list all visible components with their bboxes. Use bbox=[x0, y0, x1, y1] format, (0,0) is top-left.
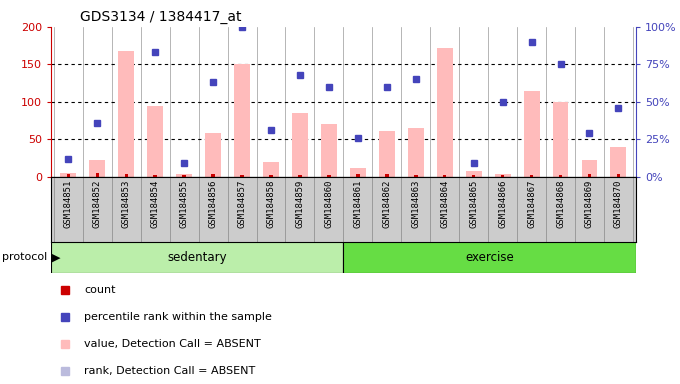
Bar bbox=[327, 175, 330, 177]
Text: protocol: protocol bbox=[2, 252, 48, 262]
Text: GSM184859: GSM184859 bbox=[296, 180, 305, 228]
Bar bbox=[350, 169, 366, 177]
Bar bbox=[96, 173, 99, 177]
Text: GSM184854: GSM184854 bbox=[151, 180, 160, 228]
Bar bbox=[269, 175, 273, 177]
Bar bbox=[581, 160, 598, 177]
Bar bbox=[292, 113, 308, 177]
Text: ▶: ▶ bbox=[52, 252, 61, 262]
Bar bbox=[299, 175, 302, 177]
Text: GSM184863: GSM184863 bbox=[411, 180, 420, 228]
Bar bbox=[67, 174, 70, 177]
Text: GSM184860: GSM184860 bbox=[324, 180, 333, 228]
Bar bbox=[530, 175, 533, 177]
Bar bbox=[611, 147, 626, 177]
Text: GSM184866: GSM184866 bbox=[498, 180, 507, 228]
Text: GSM184852: GSM184852 bbox=[93, 180, 102, 228]
Bar bbox=[240, 175, 244, 177]
Bar bbox=[263, 162, 279, 177]
Text: count: count bbox=[84, 285, 116, 295]
Bar bbox=[205, 133, 221, 177]
Bar bbox=[501, 175, 505, 177]
Text: rank, Detection Call = ABSENT: rank, Detection Call = ABSENT bbox=[84, 366, 256, 376]
Bar bbox=[466, 170, 481, 177]
Text: GSM184858: GSM184858 bbox=[267, 180, 275, 228]
Bar bbox=[176, 174, 192, 177]
Bar bbox=[234, 64, 250, 177]
Bar bbox=[211, 174, 215, 177]
Bar bbox=[148, 106, 163, 177]
Bar bbox=[89, 160, 105, 177]
Text: GSM184853: GSM184853 bbox=[122, 180, 131, 228]
Bar bbox=[51, 242, 343, 273]
Text: GSM184862: GSM184862 bbox=[382, 180, 391, 228]
Text: GSM184868: GSM184868 bbox=[556, 180, 565, 228]
Bar bbox=[343, 242, 636, 273]
Text: GSM184851: GSM184851 bbox=[64, 180, 73, 228]
Bar bbox=[437, 48, 453, 177]
Bar bbox=[182, 175, 186, 177]
Text: GSM184864: GSM184864 bbox=[440, 180, 449, 228]
Bar bbox=[61, 173, 76, 177]
Text: GSM184865: GSM184865 bbox=[469, 180, 478, 228]
Text: exercise: exercise bbox=[465, 251, 514, 264]
Bar bbox=[124, 174, 128, 177]
Bar bbox=[443, 175, 447, 177]
Text: GSM184870: GSM184870 bbox=[614, 180, 623, 228]
Bar bbox=[154, 175, 157, 177]
Bar bbox=[617, 174, 620, 177]
Text: percentile rank within the sample: percentile rank within the sample bbox=[84, 312, 272, 322]
Bar bbox=[524, 91, 539, 177]
Bar bbox=[385, 174, 388, 177]
Text: GSM184869: GSM184869 bbox=[585, 180, 594, 228]
Text: GSM184856: GSM184856 bbox=[209, 180, 218, 228]
Bar bbox=[321, 124, 337, 177]
Text: GSM184867: GSM184867 bbox=[527, 180, 536, 228]
Bar bbox=[553, 102, 568, 177]
Text: value, Detection Call = ABSENT: value, Detection Call = ABSENT bbox=[84, 339, 261, 349]
Text: GSM184857: GSM184857 bbox=[237, 180, 247, 228]
Text: GSM184861: GSM184861 bbox=[354, 180, 362, 228]
Bar bbox=[356, 174, 360, 177]
Bar bbox=[118, 51, 134, 177]
Bar bbox=[408, 128, 424, 177]
Bar bbox=[379, 131, 395, 177]
Text: sedentary: sedentary bbox=[167, 251, 227, 264]
Text: GDS3134 / 1384417_at: GDS3134 / 1384417_at bbox=[80, 10, 242, 25]
Bar bbox=[559, 175, 562, 177]
Bar bbox=[494, 174, 511, 177]
Text: GSM184855: GSM184855 bbox=[180, 180, 188, 228]
Bar bbox=[414, 175, 418, 177]
Bar bbox=[588, 174, 591, 177]
Bar bbox=[472, 175, 475, 177]
